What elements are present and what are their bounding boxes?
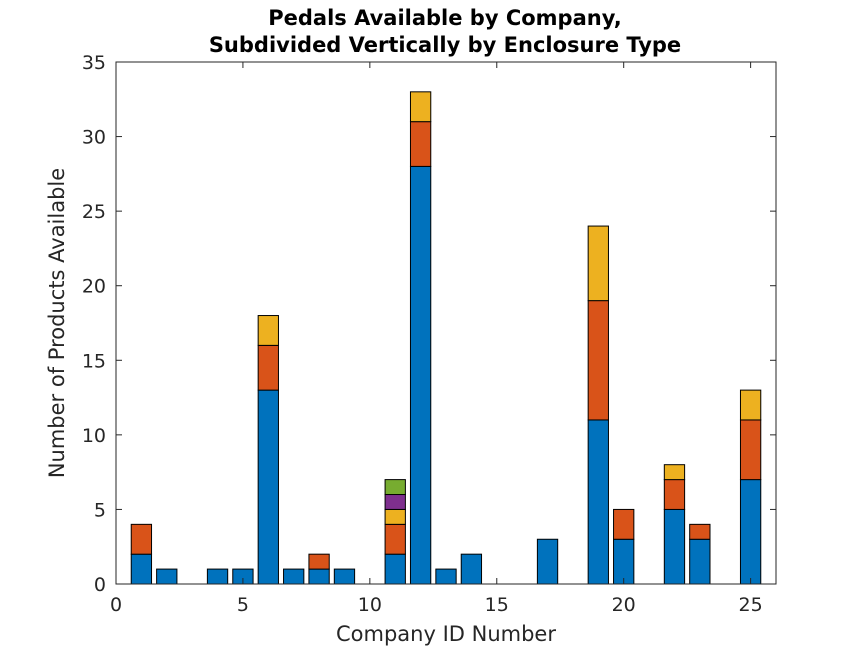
y-tick-label: 15 (82, 350, 106, 372)
bar-company-17-series-1 (536, 538, 559, 585)
bar-company-12-series-2 (409, 121, 432, 167)
y-tick-label: 5 (94, 499, 106, 521)
bar-company-19-series-2 (587, 300, 609, 421)
y-tick-label: 0 (94, 574, 106, 596)
y-tick-label: 25 (82, 201, 106, 223)
y-tick-label: 20 (82, 276, 106, 298)
bar-company-1-series-2 (130, 523, 153, 555)
bar-company-11-series-2 (384, 523, 406, 555)
x-tick-label: 25 (739, 594, 763, 616)
bar-company-6-series-3 (257, 315, 279, 346)
bar-company-25-series-2 (739, 419, 762, 481)
x-tick-label: 15 (485, 594, 509, 616)
bar-company-11-series-3 (384, 508, 406, 525)
bar-company-22-series-2 (663, 479, 686, 510)
bar-company-22-series-1 (663, 508, 686, 585)
y-tick-label: 35 (82, 52, 106, 74)
ticks-group: 0 5 10 15 20 25 0 5 10 15 20 25 30 35 (82, 52, 776, 616)
x-tick-label: 0 (110, 594, 122, 616)
bar-company-8-series-2 (308, 553, 330, 570)
plot-frame (115, 61, 777, 585)
bar-company-19-series-1 (587, 419, 609, 585)
bar-company-8-series-1 (308, 568, 330, 585)
bar-company-20-series-2 (613, 508, 635, 540)
bars-group (130, 91, 762, 585)
bar-company-22-series-3 (663, 464, 686, 481)
bar-company-1-series-1 (130, 553, 153, 585)
y-tick-label: 10 (82, 425, 106, 447)
bar-company-9-series-1 (333, 568, 356, 585)
bar-company-7-series-1 (283, 568, 305, 585)
bar-company-14-series-1 (460, 553, 483, 585)
bar-company-11-series-4 (384, 494, 406, 510)
chart-title-line-2: Subdivided Vertically by Enclosure Type (209, 33, 681, 57)
bar-company-20-series-1 (613, 538, 635, 585)
bar-company-25-series-1 (739, 479, 762, 585)
bar-company-6-series-2 (257, 344, 279, 391)
bar-company-19-series-3 (587, 225, 609, 302)
bar-company-11-series-1 (384, 553, 406, 585)
bar-company-25-series-3 (739, 389, 762, 421)
x-tick-label: 20 (612, 594, 636, 616)
bar-company-12-series-1 (409, 165, 432, 585)
chart-title-line-1: Pedals Available by Company, (268, 6, 622, 30)
y-tick-label: 30 (82, 127, 106, 149)
x-axis-label: Company ID Number (336, 622, 556, 646)
x-tick-label: 10 (358, 594, 382, 616)
y-axis-label: Number of Products Available (45, 168, 69, 478)
bar-company-6-series-1 (257, 389, 279, 585)
bar-company-23-series-1 (689, 538, 711, 585)
bar-company-2-series-1 (156, 568, 178, 585)
bar-company-12-series-3 (409, 91, 432, 123)
bar-company-11-series-5 (384, 479, 406, 496)
bar-company-13-series-1 (435, 568, 457, 585)
x-tick-label: 5 (237, 594, 249, 616)
bar-company-4-series-1 (206, 568, 229, 585)
bar-company-23-series-2 (689, 523, 711, 540)
